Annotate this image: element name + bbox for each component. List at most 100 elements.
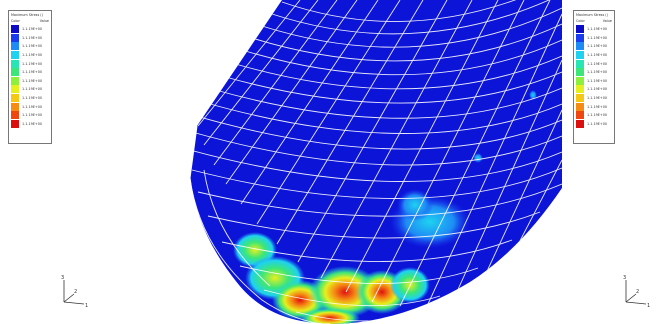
legend-value: 1.1.19E+00 xyxy=(22,27,43,32)
legend-value: 1.1.19E+00 xyxy=(587,35,608,40)
legend-value: 1.1.19E+00 xyxy=(587,61,608,66)
axis-triad-left: 3 1 2 xyxy=(61,275,88,309)
legend-value: 1.1.19E+00 xyxy=(22,61,43,66)
legend-value: 1.1.19E+00 xyxy=(587,121,608,126)
x-axis-line xyxy=(63,301,85,305)
legend-swatch xyxy=(11,59,19,68)
legend-row: 1.1.19E+00 xyxy=(576,76,612,86)
legend-value: 1.1.19E+00 xyxy=(587,113,608,118)
legend-value: 1.1.19E+00 xyxy=(22,121,43,126)
legend-value: 1.1.19E+00 xyxy=(22,104,43,109)
legend-row: 1.1.19E+00 xyxy=(576,25,612,34)
legend-swatch xyxy=(11,42,19,51)
legend-swatch xyxy=(11,111,19,120)
z-axis-label: 3 xyxy=(61,275,64,281)
legend-swatch xyxy=(11,25,19,34)
legend-header: Color Value xyxy=(576,18,612,24)
legend-col-color: Color xyxy=(11,19,20,23)
legend-row: 1.1.19E+00 xyxy=(576,102,612,111)
legend-col-color: Color xyxy=(576,19,585,23)
legend-value: 1.1.19E+00 xyxy=(22,70,43,75)
legend-value: 1.1.19E+00 xyxy=(22,113,43,118)
legend-row: 1.1.19E+00 xyxy=(576,42,612,51)
legend-right[interactable]: Maximum Stress () Color Value 1.1.19E+00… xyxy=(573,10,615,144)
legend-swatch xyxy=(576,42,584,51)
legend-value: 1.1.19E+00 xyxy=(587,44,608,49)
axis-triad-right: 3 1 2 xyxy=(623,275,650,309)
legend-entries: 1.1.19E+00 1.1.19E+00 1.1.19E+00 1.1.19E+00… xyxy=(11,25,49,128)
legend-swatch xyxy=(576,33,584,42)
legend-row: 1.1.19E+00 xyxy=(576,59,612,68)
legend-swatch xyxy=(11,85,19,94)
legend-value: 1.1.19E+00 xyxy=(22,78,43,83)
legend-value: 1.1.19E+00 xyxy=(22,96,43,101)
z-axis-label: 3 xyxy=(623,275,626,281)
legend-value: 1.1.19E+00 xyxy=(22,87,43,92)
legend-row: 1.1.19E+00 xyxy=(11,33,49,43)
legend-col-value: Value xyxy=(39,19,49,23)
legend-value: 1.1.19E+00 xyxy=(22,35,43,40)
cylinder-body xyxy=(190,0,562,324)
legend-value: 1.1.19E+00 xyxy=(587,78,608,83)
legend-swatch xyxy=(576,25,584,34)
legend-row: 1.1.19E+00 xyxy=(11,25,49,34)
legend-swatch xyxy=(576,85,584,94)
legend-row: 1.1.19E+00 xyxy=(576,85,612,94)
legend-swatch xyxy=(11,76,19,85)
legend-row: 1.1.19E+00 xyxy=(11,85,49,94)
legend-swatch xyxy=(576,94,584,103)
legend-row: 1.1.19E+00 xyxy=(11,59,49,68)
legend-swatch xyxy=(11,51,19,60)
legend-swatch xyxy=(576,102,584,111)
y-axis-line xyxy=(63,293,75,303)
legend-swatch xyxy=(576,119,584,128)
legend-value: 1.1.19E+00 xyxy=(22,53,43,58)
legend-swatch xyxy=(576,68,584,77)
legend-row: 1.1.19E+00 xyxy=(11,119,49,129)
mesh-grid xyxy=(190,0,562,324)
legend-row: 1.1.19E+00 xyxy=(11,42,49,51)
legend-swatch xyxy=(576,59,584,68)
y-axis-label: 2 xyxy=(636,289,639,295)
cylinder-outline xyxy=(189,125,331,324)
legend-swatch xyxy=(11,102,19,111)
legend-row: 1.1.19E+00 xyxy=(11,76,49,86)
y-axis-label: 2 xyxy=(74,289,77,295)
legend-swatch xyxy=(11,119,19,128)
legend-col-value: Value xyxy=(602,19,612,23)
legend-row: 1.1.19E+00 xyxy=(11,102,49,111)
x-axis-line xyxy=(625,301,647,305)
legend-row: 1.1.19E+00 xyxy=(576,51,612,60)
legend-swatch xyxy=(11,68,19,77)
legend-value: 1.1.19E+00 xyxy=(587,53,608,58)
legend-row: 1.1.19E+00 xyxy=(11,51,49,60)
legend-row: 1.1.19E+00 xyxy=(11,68,49,77)
legend-header: Color Value xyxy=(11,18,49,24)
legend-row: 1.1.19E+00 xyxy=(11,94,49,103)
y-axis-line xyxy=(625,293,637,303)
legend-value: 1.1.19E+00 xyxy=(587,104,608,109)
legend-value: 1.1.19E+00 xyxy=(587,70,608,75)
legend-swatch xyxy=(11,33,19,42)
legend-left[interactable]: Maximum Stress () Color Value 1.1.19E+00… xyxy=(8,10,52,144)
legend-entries: 1.1.19E+00 1.1.19E+00 1.1.19E+00 1.1.19E+00… xyxy=(576,25,612,128)
legend-value: 1.1.19E+00 xyxy=(587,87,608,92)
x-axis-label: 1 xyxy=(647,303,650,309)
legend-swatch xyxy=(576,76,584,85)
legend-row: 1.1.19E+00 xyxy=(11,111,49,120)
legend-swatch xyxy=(576,111,584,120)
legend-swatch xyxy=(576,51,584,60)
legend-row: 1.1.19E+00 xyxy=(576,119,612,129)
legend-row: 1.1.19E+00 xyxy=(576,68,612,77)
legend-value: 1.1.19E+00 xyxy=(587,27,608,32)
legend-title: Maximum Stress () xyxy=(11,13,43,17)
legend-swatch xyxy=(11,94,19,103)
legend-value: 1.1.19E+00 xyxy=(587,96,608,101)
legend-row: 1.1.19E+00 xyxy=(576,94,612,103)
x-axis-label: 1 xyxy=(85,303,88,309)
legend-row: 1.1.19E+00 xyxy=(576,111,612,120)
legend-value: 1.1.19E+00 xyxy=(22,44,43,49)
legend-title: Maximum Stress () xyxy=(576,13,608,17)
legend-row: 1.1.19E+00 xyxy=(576,33,612,43)
